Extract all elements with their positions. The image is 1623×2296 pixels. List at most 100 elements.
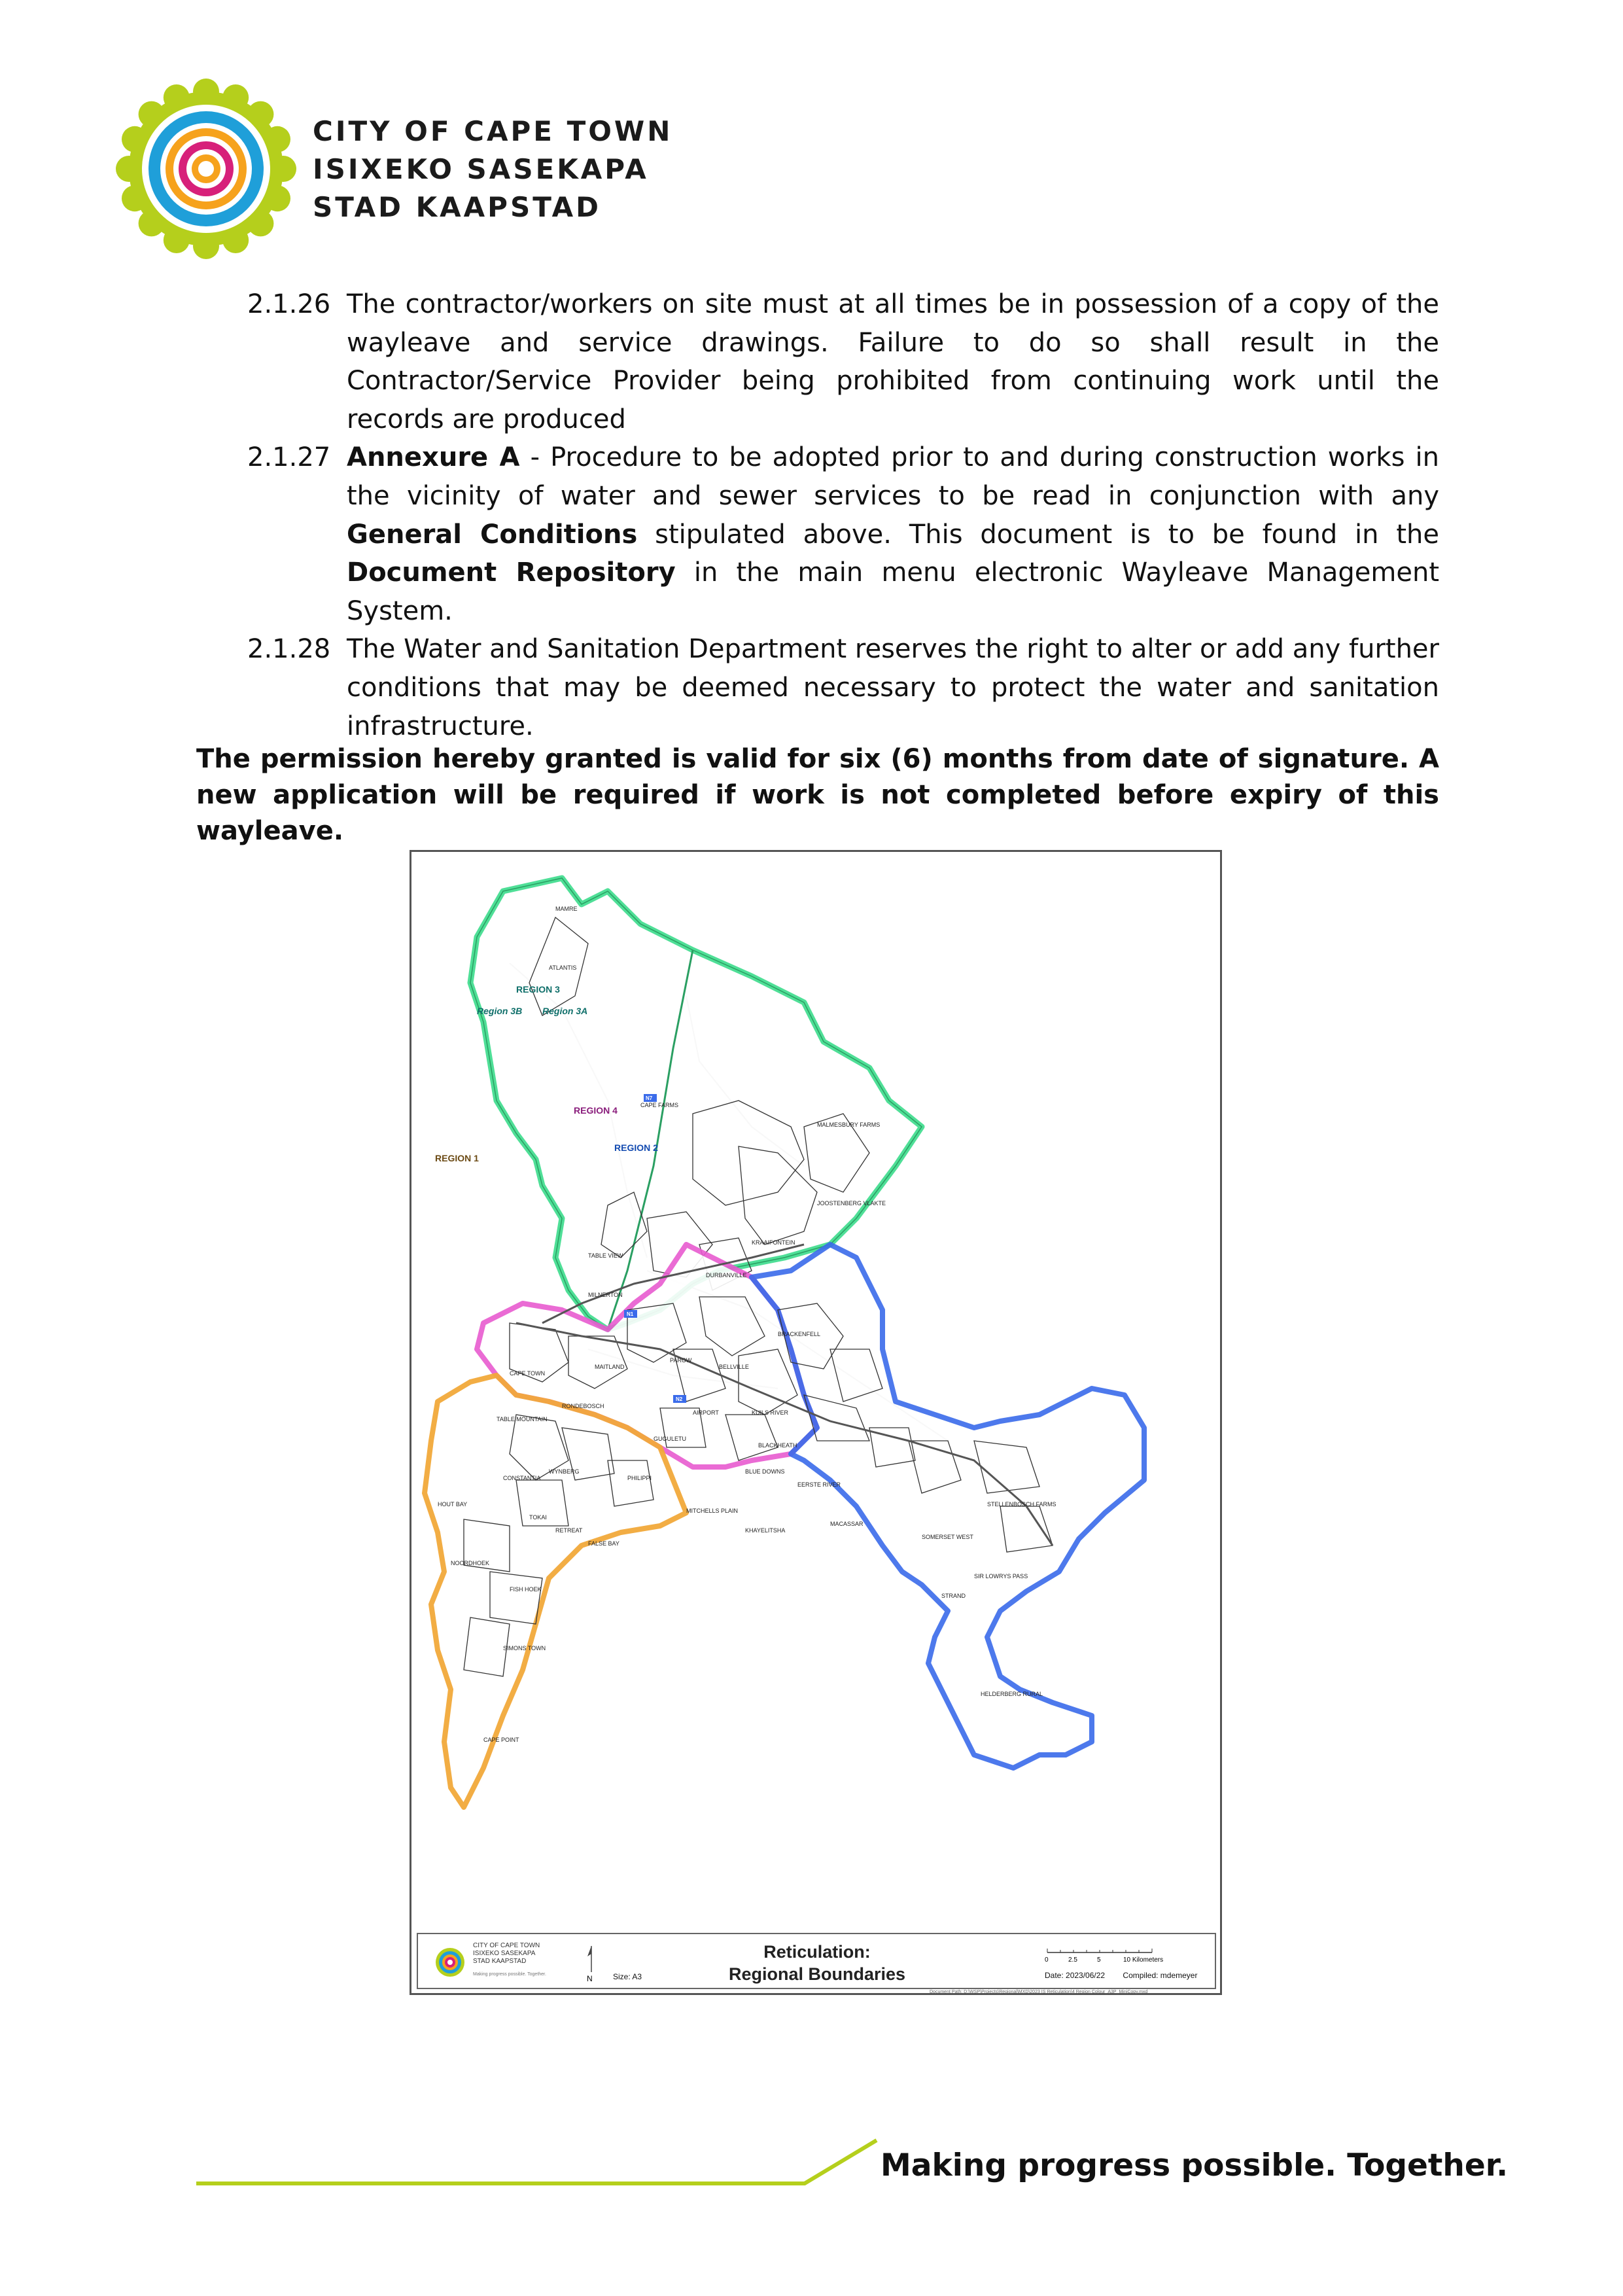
place-label: BLACKHEATH (758, 1442, 797, 1449)
logo-petal (247, 210, 274, 237)
scale-tick-label: 2.5 (1068, 1956, 1077, 1964)
clause-number: 2.1.27 (247, 442, 331, 473)
place-label: KHAYELITSHA (745, 1527, 785, 1534)
logo-petal (163, 84, 190, 111)
highways-layer (515, 1243, 1054, 1546)
place-label: MACASSAR (830, 1521, 864, 1527)
place-label: SOMERSET WEST (922, 1534, 973, 1540)
logo-petal (222, 227, 249, 253)
place-label: BLUE DOWNS (745, 1468, 785, 1475)
validity-notice: The permission hereby granted is valid f… (196, 744, 1439, 846)
road-shield-label: N2 (676, 1396, 683, 1402)
clause-text-part: stipulated above. This document is to be… (637, 519, 1439, 550)
place-label: MALMESBURY FARMS (817, 1122, 880, 1128)
map-title-block: CITY OF CAPE TOWN ISIXEKO SASEKAPA STAD … (417, 1933, 1216, 1989)
title-block-org-line: CITY OF CAPE TOWN (473, 1942, 540, 1949)
place-label: BRACKENFELL (778, 1331, 820, 1337)
place-label: DURBANVILLE (706, 1272, 747, 1279)
road-shield-label: N7 (646, 1095, 653, 1101)
place-label: HOUT BAY (438, 1501, 467, 1508)
document-path: Document Path: D:\WSP\Projects\Regional\… (930, 1990, 1148, 1994)
logo-petal (264, 126, 290, 152)
map-title-line-1: Reticulation: (763, 1942, 871, 1962)
conditions-list: 2.1.26 The contractor/workers on site mu… (196, 285, 1439, 745)
logo-petal (138, 210, 165, 237)
general-conditions-term: General Conditions (347, 519, 638, 550)
region-4-label: REGION 4 (574, 1105, 618, 1116)
place-label: BELLVILLE (719, 1364, 749, 1370)
scale-tick-label: 10 Kilometers (1123, 1956, 1163, 1964)
place-label: CAPE POINT (483, 1737, 519, 1743)
place-label: CAPE TOWN (510, 1370, 545, 1377)
logo-petal (122, 126, 148, 152)
road-shield (673, 1395, 686, 1403)
place-label: STRAND (941, 1593, 966, 1599)
place-label: SIMONS TOWN (503, 1645, 546, 1651)
place-label: CONSTANTIA (503, 1475, 540, 1481)
place-label: RETREAT (555, 1527, 583, 1534)
north-arrow-label: N (587, 1974, 593, 1983)
clause-text: The Water and Sanitation Department rese… (347, 634, 1439, 741)
logo-petal (193, 79, 219, 105)
document-repository-term: Document Repository (347, 557, 676, 588)
clause-text: Annexure A - Procedure to be adopted pri… (347, 438, 1439, 630)
map-title: Reticulation: Regional Boundaries (725, 1941, 909, 1985)
org-name-xhosa: ISIXEKO SASEKAPA (313, 153, 649, 185)
title-block-org: CITY OF CAPE TOWN ISIXEKO SASEKAPA STAD … (473, 1942, 540, 1966)
suburb-boundaries-north (529, 916, 870, 1291)
org-name-english: CITY OF CAPE TOWN (313, 115, 673, 147)
clause-text-part: in the main menu electronic Wayleave Man… (347, 557, 1440, 626)
clause-number: 2.1.26 (247, 289, 331, 319)
region-3a-label: Region 3A (542, 1006, 587, 1016)
place-label: TOKAI (529, 1514, 547, 1521)
map-title-line-2: Regional Boundaries (728, 1964, 906, 1984)
annexure-a-term: Annexure A (347, 442, 520, 473)
clause-text-part: - Procedure to be adopted prior to and d… (347, 442, 1439, 511)
region-2-label: REGION 2 (614, 1142, 658, 1153)
logo-petal (247, 101, 274, 128)
region-3-label: REGION 3 (516, 984, 560, 995)
map-canvas: REGION 3 Region 3B Region 3A REGION 4 RE… (422, 875, 1147, 1810)
place-label: SIR LOWRYS PASS (974, 1573, 1028, 1580)
region-3b-label: Region 3B (477, 1006, 522, 1016)
place-label: PHILIPPI (627, 1475, 652, 1481)
road-shield (624, 1310, 637, 1318)
scale-tick-label: 0 (1045, 1956, 1049, 1964)
footer-accent-line (196, 2138, 878, 2185)
north-arrow-icon: N (587, 1946, 593, 1983)
place-label: EERSTE RIVER (797, 1481, 841, 1488)
logo-petal (270, 156, 296, 182)
logo-petal (116, 156, 142, 182)
regional-boundaries-map: REGION 3 Region 3B Region 3A REGION 4 RE… (410, 850, 1222, 1995)
place-label: WYNBERG (549, 1468, 580, 1475)
clause-number: 2.1.28 (247, 634, 331, 665)
place-label: MILNERTON (588, 1292, 623, 1298)
place-label: ATLANTIS (549, 964, 576, 971)
road-shield (644, 1094, 657, 1102)
place-label: TABLE MOUNTAIN (497, 1416, 548, 1422)
org-names: CITY OF CAPE TOWN ISIXEKO SASEKAPA STAD … (313, 113, 672, 226)
place-label: MAMRE (555, 906, 578, 912)
place-label: JOOSTENBERG VLAKTE (817, 1200, 886, 1207)
city-logo-small (436, 1948, 464, 1977)
title-block-motto: Making progress possible. Together. (473, 1972, 546, 1977)
place-label: KUILS RIVER (752, 1409, 789, 1416)
logo-petal (122, 185, 148, 212)
map-date: Date: 2023/06/22 (1045, 1971, 1106, 1980)
logo-petal (163, 227, 190, 253)
place-label: STELLENBOSCH FARMS (987, 1501, 1056, 1508)
place-label: FALSE BAY (588, 1540, 620, 1547)
clause-2-1-28: 2.1.28 The Water and Sanitation Departme… (196, 630, 1439, 745)
place-label: CAPE FARMS (640, 1102, 678, 1108)
road-shield-label: N1 (627, 1311, 634, 1317)
place-label: MAITLAND (595, 1364, 625, 1370)
place-label: MITCHELLS PLAIN (686, 1508, 738, 1514)
title-block-org-line: STAD KAAPSTAD (473, 1958, 527, 1965)
scale-bar: 0 2.5 5 10 Kilometers (1045, 1949, 1163, 1964)
place-label: TABLE VIEW (588, 1252, 623, 1259)
place-label: NOORDHOEK (451, 1560, 489, 1566)
place-label: AIRPORT (693, 1409, 719, 1416)
map-size: Size: A3 (613, 1972, 642, 1981)
city-logo (116, 79, 296, 259)
place-label: GUGULETU (654, 1436, 686, 1442)
